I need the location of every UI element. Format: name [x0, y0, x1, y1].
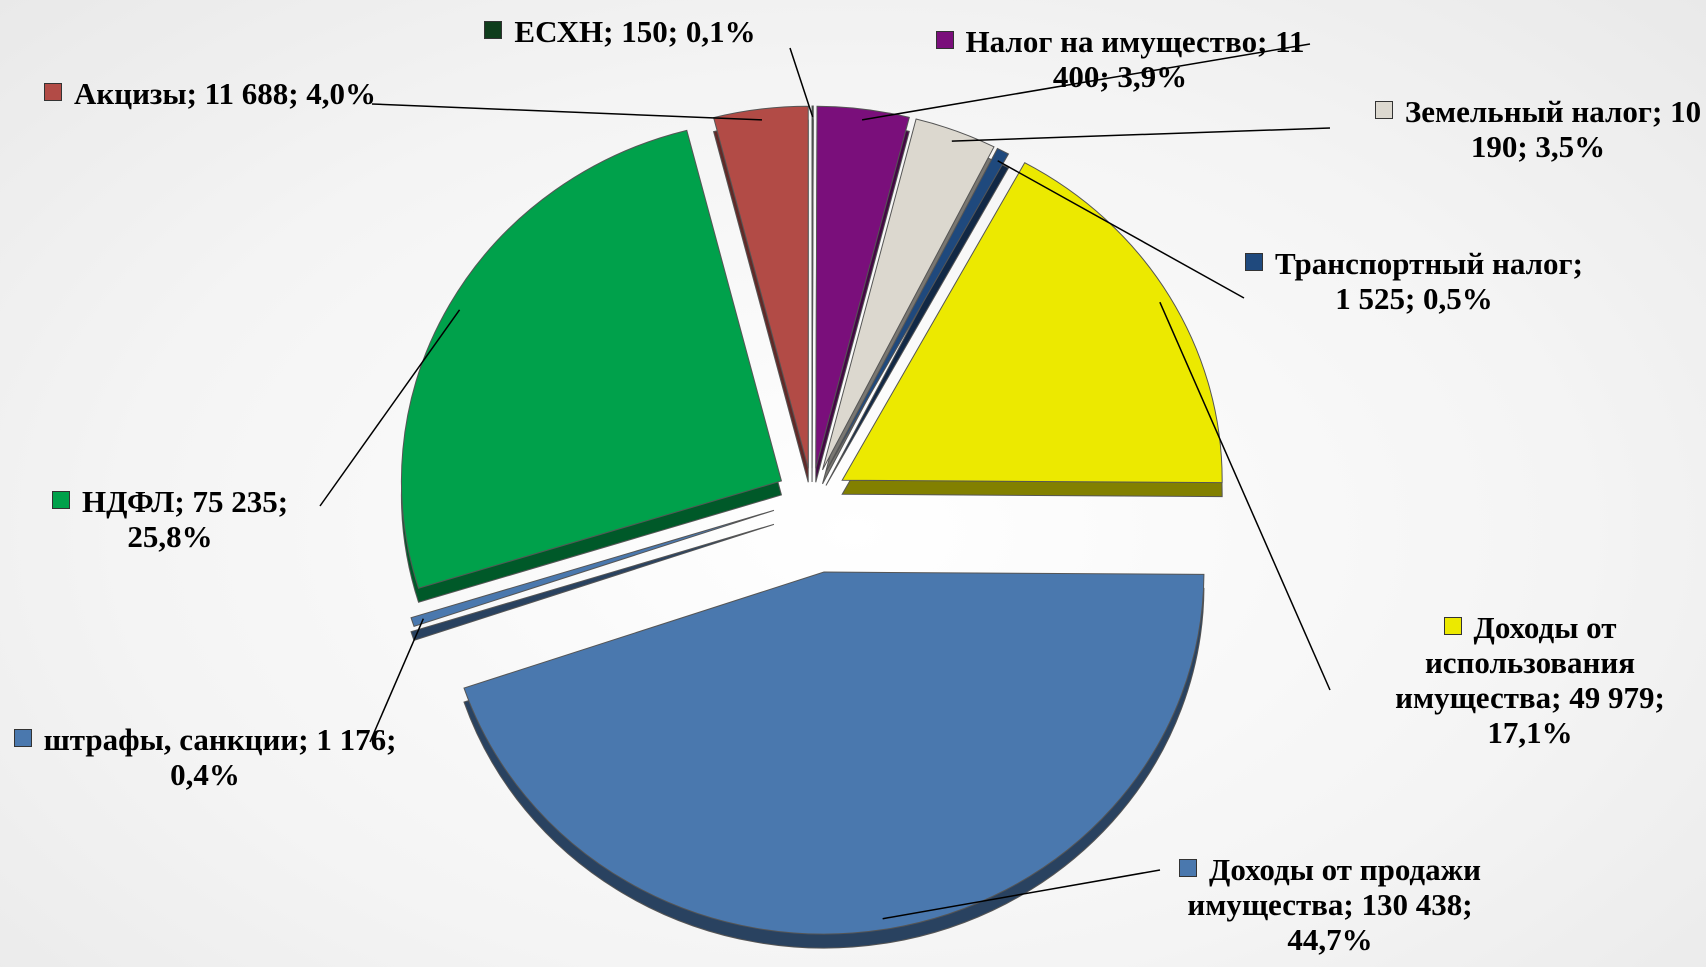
category-name: НДФЛ: [81, 484, 175, 519]
separator: ;: [1651, 94, 1671, 129]
value-label: 75 235: [192, 484, 278, 519]
slice: [825, 147, 1010, 472]
leader-line: [319, 309, 461, 507]
leader-line: [789, 47, 814, 118]
value-label: 1 176: [316, 722, 387, 757]
value-label: 150: [621, 14, 668, 49]
separator: ;: [1343, 887, 1362, 922]
leader-line: [369, 618, 425, 743]
category-name: Налог на имущество: [965, 24, 1258, 59]
percent-label: 25,8%: [127, 519, 213, 554]
category-name: Акцизы: [73, 76, 187, 111]
legend-swatch: [1245, 253, 1264, 271]
data-label: Налог на имущество; 11 400; 3,9%: [930, 24, 1310, 94]
percent-label: 4,0%: [306, 76, 377, 111]
category-name: Транспортный налог: [1275, 246, 1573, 281]
leader-line: [861, 43, 1311, 121]
separator: ;: [1099, 59, 1118, 94]
percent-label: 0,1%: [685, 14, 756, 49]
separator: ;: [386, 722, 397, 757]
legend-swatch: [1443, 617, 1462, 635]
separator: ;: [1654, 680, 1665, 715]
data-label: Транспортный налог; 1 525; 0,5%: [1244, 246, 1584, 316]
value-label: 49 979: [1569, 680, 1655, 715]
value-label: 11 688: [204, 76, 289, 111]
data-label: Доходы от использования имущества; 49 97…: [1370, 610, 1690, 750]
slice: [400, 129, 783, 589]
separator: ;: [174, 484, 193, 519]
percent-label: 3,9%: [1117, 59, 1188, 94]
legend-swatch: [51, 491, 70, 509]
separator: ;: [1404, 281, 1424, 316]
category-name: ЕСХН: [514, 14, 604, 49]
slice: [463, 571, 1205, 935]
percent-label: 0,4%: [170, 757, 240, 792]
data-label: ЕСХН; 150; 0,1%: [420, 14, 820, 49]
separator: ;: [667, 14, 686, 49]
data-label: штрафы, санкции; 1 176; 0,4%: [10, 722, 400, 792]
data-label: Земельный налог; 10 190; 3,5%: [1370, 94, 1706, 164]
category-name: Доходы от продажи имущества: [1187, 852, 1481, 922]
legend-swatch: [484, 21, 503, 39]
percent-label: 3,5%: [1535, 129, 1606, 164]
value-label: 10 190: [1470, 94, 1702, 164]
leader-line: [1159, 301, 1331, 691]
slice: [811, 105, 814, 469]
separator: ;: [1517, 129, 1536, 164]
percent-label: 17,1%: [1487, 715, 1573, 750]
category-name: штрафы, санкции: [43, 722, 299, 757]
leader-line: [997, 160, 1245, 299]
separator: ;: [1462, 887, 1473, 922]
slice: [815, 105, 910, 469]
data-label: НДФЛ; 75 235; 25,8%: [10, 484, 330, 554]
slice: [410, 509, 775, 628]
legend-swatch: [43, 83, 62, 101]
data-label: Доходы от продажи имущества; 130 438; 44…: [1160, 852, 1500, 957]
separator: ;: [1572, 246, 1583, 281]
separator: ;: [298, 722, 317, 757]
category-name: Доходы от использования имущества: [1395, 610, 1636, 715]
separator: ;: [603, 14, 622, 49]
legend-swatch: [1179, 859, 1198, 877]
separator: ;: [1257, 24, 1276, 59]
value-label: 130 438: [1361, 887, 1463, 922]
slice: [822, 118, 995, 471]
separator: ;: [277, 484, 289, 519]
leader-line: [951, 127, 1331, 142]
percent-label: 0,5%: [1423, 281, 1493, 316]
legend-swatch: [1374, 101, 1393, 119]
legend-swatch: [13, 729, 32, 747]
separator: ;: [288, 76, 307, 111]
leader-line: [371, 103, 763, 121]
value-label: 1 525: [1335, 281, 1405, 316]
percent-label: 44,7%: [1287, 922, 1373, 957]
separator: ;: [186, 76, 205, 111]
value-label: 11 400: [1052, 24, 1305, 94]
leader-line: [882, 869, 1161, 920]
category-name: Земельный налог: [1404, 94, 1652, 129]
data-label: Акцизы; 11 688; 4,0%: [40, 76, 380, 111]
separator: ;: [1551, 680, 1570, 715]
legend-swatch: [935, 31, 954, 49]
